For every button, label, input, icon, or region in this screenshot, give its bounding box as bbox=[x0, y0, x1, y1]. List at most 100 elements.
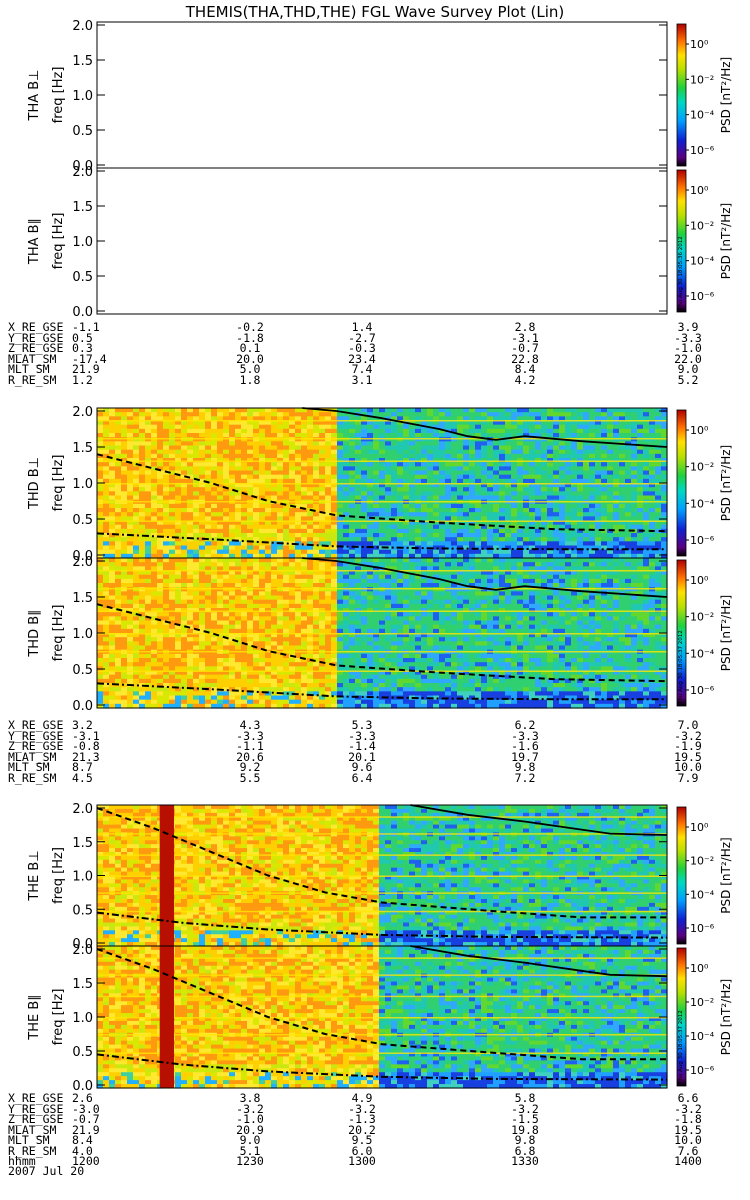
spectrogram-cell bbox=[337, 466, 344, 472]
spectrogram-cell bbox=[409, 433, 416, 438]
spectrogram-cell bbox=[139, 674, 146, 680]
spectrogram-cell bbox=[175, 462, 182, 467]
spectrogram-cell bbox=[289, 595, 296, 601]
spectrogram-cell bbox=[607, 437, 614, 442]
spectrogram-cell bbox=[583, 508, 590, 513]
spectrogram-cell bbox=[205, 441, 212, 447]
spectrogram-cell bbox=[313, 595, 320, 601]
spectrogram-cell bbox=[367, 495, 374, 501]
spectrogram-cell bbox=[187, 520, 194, 526]
spectrogram-cell bbox=[205, 641, 212, 647]
spectrogram-cell bbox=[163, 533, 170, 538]
spectrogram-cell bbox=[175, 703, 182, 709]
spectrogram-cell bbox=[313, 516, 320, 522]
spectrogram-cell bbox=[187, 545, 194, 551]
spectrogram-cell bbox=[571, 474, 578, 480]
spectrogram-cell bbox=[295, 566, 302, 572]
spectrogram-cell bbox=[211, 645, 218, 651]
spectrogram-cell bbox=[343, 453, 350, 459]
spectrogram-cell bbox=[529, 412, 536, 417]
spectrogram-cell bbox=[655, 462, 662, 467]
spectrogram-cell bbox=[607, 533, 614, 538]
spectrogram-cell bbox=[529, 553, 536, 559]
spectrogram-cell bbox=[421, 520, 428, 526]
spectrogram-cell bbox=[193, 578, 200, 584]
spectrogram-cell bbox=[175, 520, 182, 526]
spectrogram-cell bbox=[481, 541, 488, 547]
spectrogram-cell bbox=[421, 428, 428, 434]
spectrogram-cell bbox=[127, 703, 134, 709]
spectrogram-cell bbox=[601, 553, 608, 559]
spectrogram-cell bbox=[247, 416, 254, 422]
spectrogram-cell bbox=[511, 549, 518, 555]
spectrogram-cell bbox=[499, 545, 506, 551]
spectrogram-cell bbox=[169, 412, 176, 417]
spectrogram-cell bbox=[505, 466, 512, 472]
spectrogram-cell bbox=[151, 620, 158, 626]
spectrogram-cell bbox=[631, 508, 638, 513]
spectrogram-cell bbox=[133, 474, 140, 480]
spectrogram-cell bbox=[535, 462, 542, 467]
spectrogram-cell bbox=[259, 495, 266, 501]
spectrogram-cell bbox=[259, 612, 266, 617]
spectrogram-cell bbox=[259, 424, 266, 430]
spectrogram-cell bbox=[559, 495, 566, 501]
spectrogram-cell bbox=[109, 578, 116, 584]
spectrogram-cell bbox=[643, 553, 650, 559]
spectrogram-cell bbox=[193, 545, 200, 551]
spectrogram-cell bbox=[157, 670, 164, 676]
spectrogram-cell bbox=[241, 587, 248, 592]
spectrogram-cell bbox=[97, 674, 104, 680]
spectrogram-cell bbox=[181, 662, 188, 667]
spectrogram-cell bbox=[625, 483, 632, 488]
spectrogram-cell bbox=[661, 474, 668, 480]
spectrogram-cell bbox=[133, 478, 140, 484]
spectrogram-cell bbox=[109, 516, 116, 522]
spectrogram-cell bbox=[517, 449, 524, 455]
spectrogram-cell bbox=[457, 466, 464, 472]
spectrogram-cell bbox=[421, 466, 428, 472]
spectrogram-cell bbox=[355, 441, 362, 447]
spectrogram-cell bbox=[109, 408, 116, 413]
spectrogram-cell bbox=[187, 428, 194, 434]
spectrogram-cell bbox=[577, 528, 584, 534]
spectrogram-cell bbox=[211, 691, 218, 697]
spectrogram-cell bbox=[529, 441, 536, 447]
spectrogram-cell bbox=[301, 695, 308, 701]
spectrogram-cell bbox=[175, 453, 182, 459]
spectrogram-cell bbox=[577, 416, 584, 422]
spectrogram-cell bbox=[397, 537, 404, 542]
spectrogram-cell bbox=[637, 512, 644, 517]
spectrogram-cell bbox=[319, 433, 326, 438]
spectrogram-cell bbox=[295, 437, 302, 442]
spectrogram-cell bbox=[307, 691, 314, 697]
spectrogram-cell bbox=[493, 408, 500, 413]
spectrogram-cell bbox=[247, 612, 254, 617]
spectrogram-cell bbox=[169, 466, 176, 472]
spectrogram-cell bbox=[487, 458, 494, 463]
spectrogram-cell bbox=[535, 541, 542, 547]
spectrogram-cell bbox=[247, 603, 254, 609]
spectrogram-cell bbox=[511, 441, 518, 447]
spectrogram-cell bbox=[607, 420, 614, 426]
spectrogram-cell bbox=[337, 449, 344, 455]
spectrogram-cell bbox=[445, 508, 452, 513]
spectrogram-cell bbox=[139, 578, 146, 584]
spectrogram-cell bbox=[109, 558, 116, 563]
spectrogram-cell bbox=[487, 445, 494, 451]
spectrogram-cell bbox=[613, 453, 620, 459]
spectrogram-cell bbox=[133, 553, 140, 559]
spectrogram-cell bbox=[151, 491, 158, 497]
spectrogram-cell bbox=[271, 578, 278, 584]
spectrogram-cell bbox=[475, 420, 482, 426]
spectrogram-cell bbox=[247, 558, 254, 563]
spectrogram-cell bbox=[301, 703, 308, 709]
spectrogram-cell bbox=[211, 608, 218, 613]
spectrogram-cell bbox=[661, 541, 668, 547]
spectrogram-cell bbox=[211, 628, 218, 634]
spectrogram-cell bbox=[121, 658, 128, 663]
spectrogram-cell bbox=[211, 633, 218, 638]
spectrogram-cell bbox=[133, 658, 140, 663]
spectrogram-cell bbox=[193, 516, 200, 522]
spectrogram-cell bbox=[409, 441, 416, 447]
